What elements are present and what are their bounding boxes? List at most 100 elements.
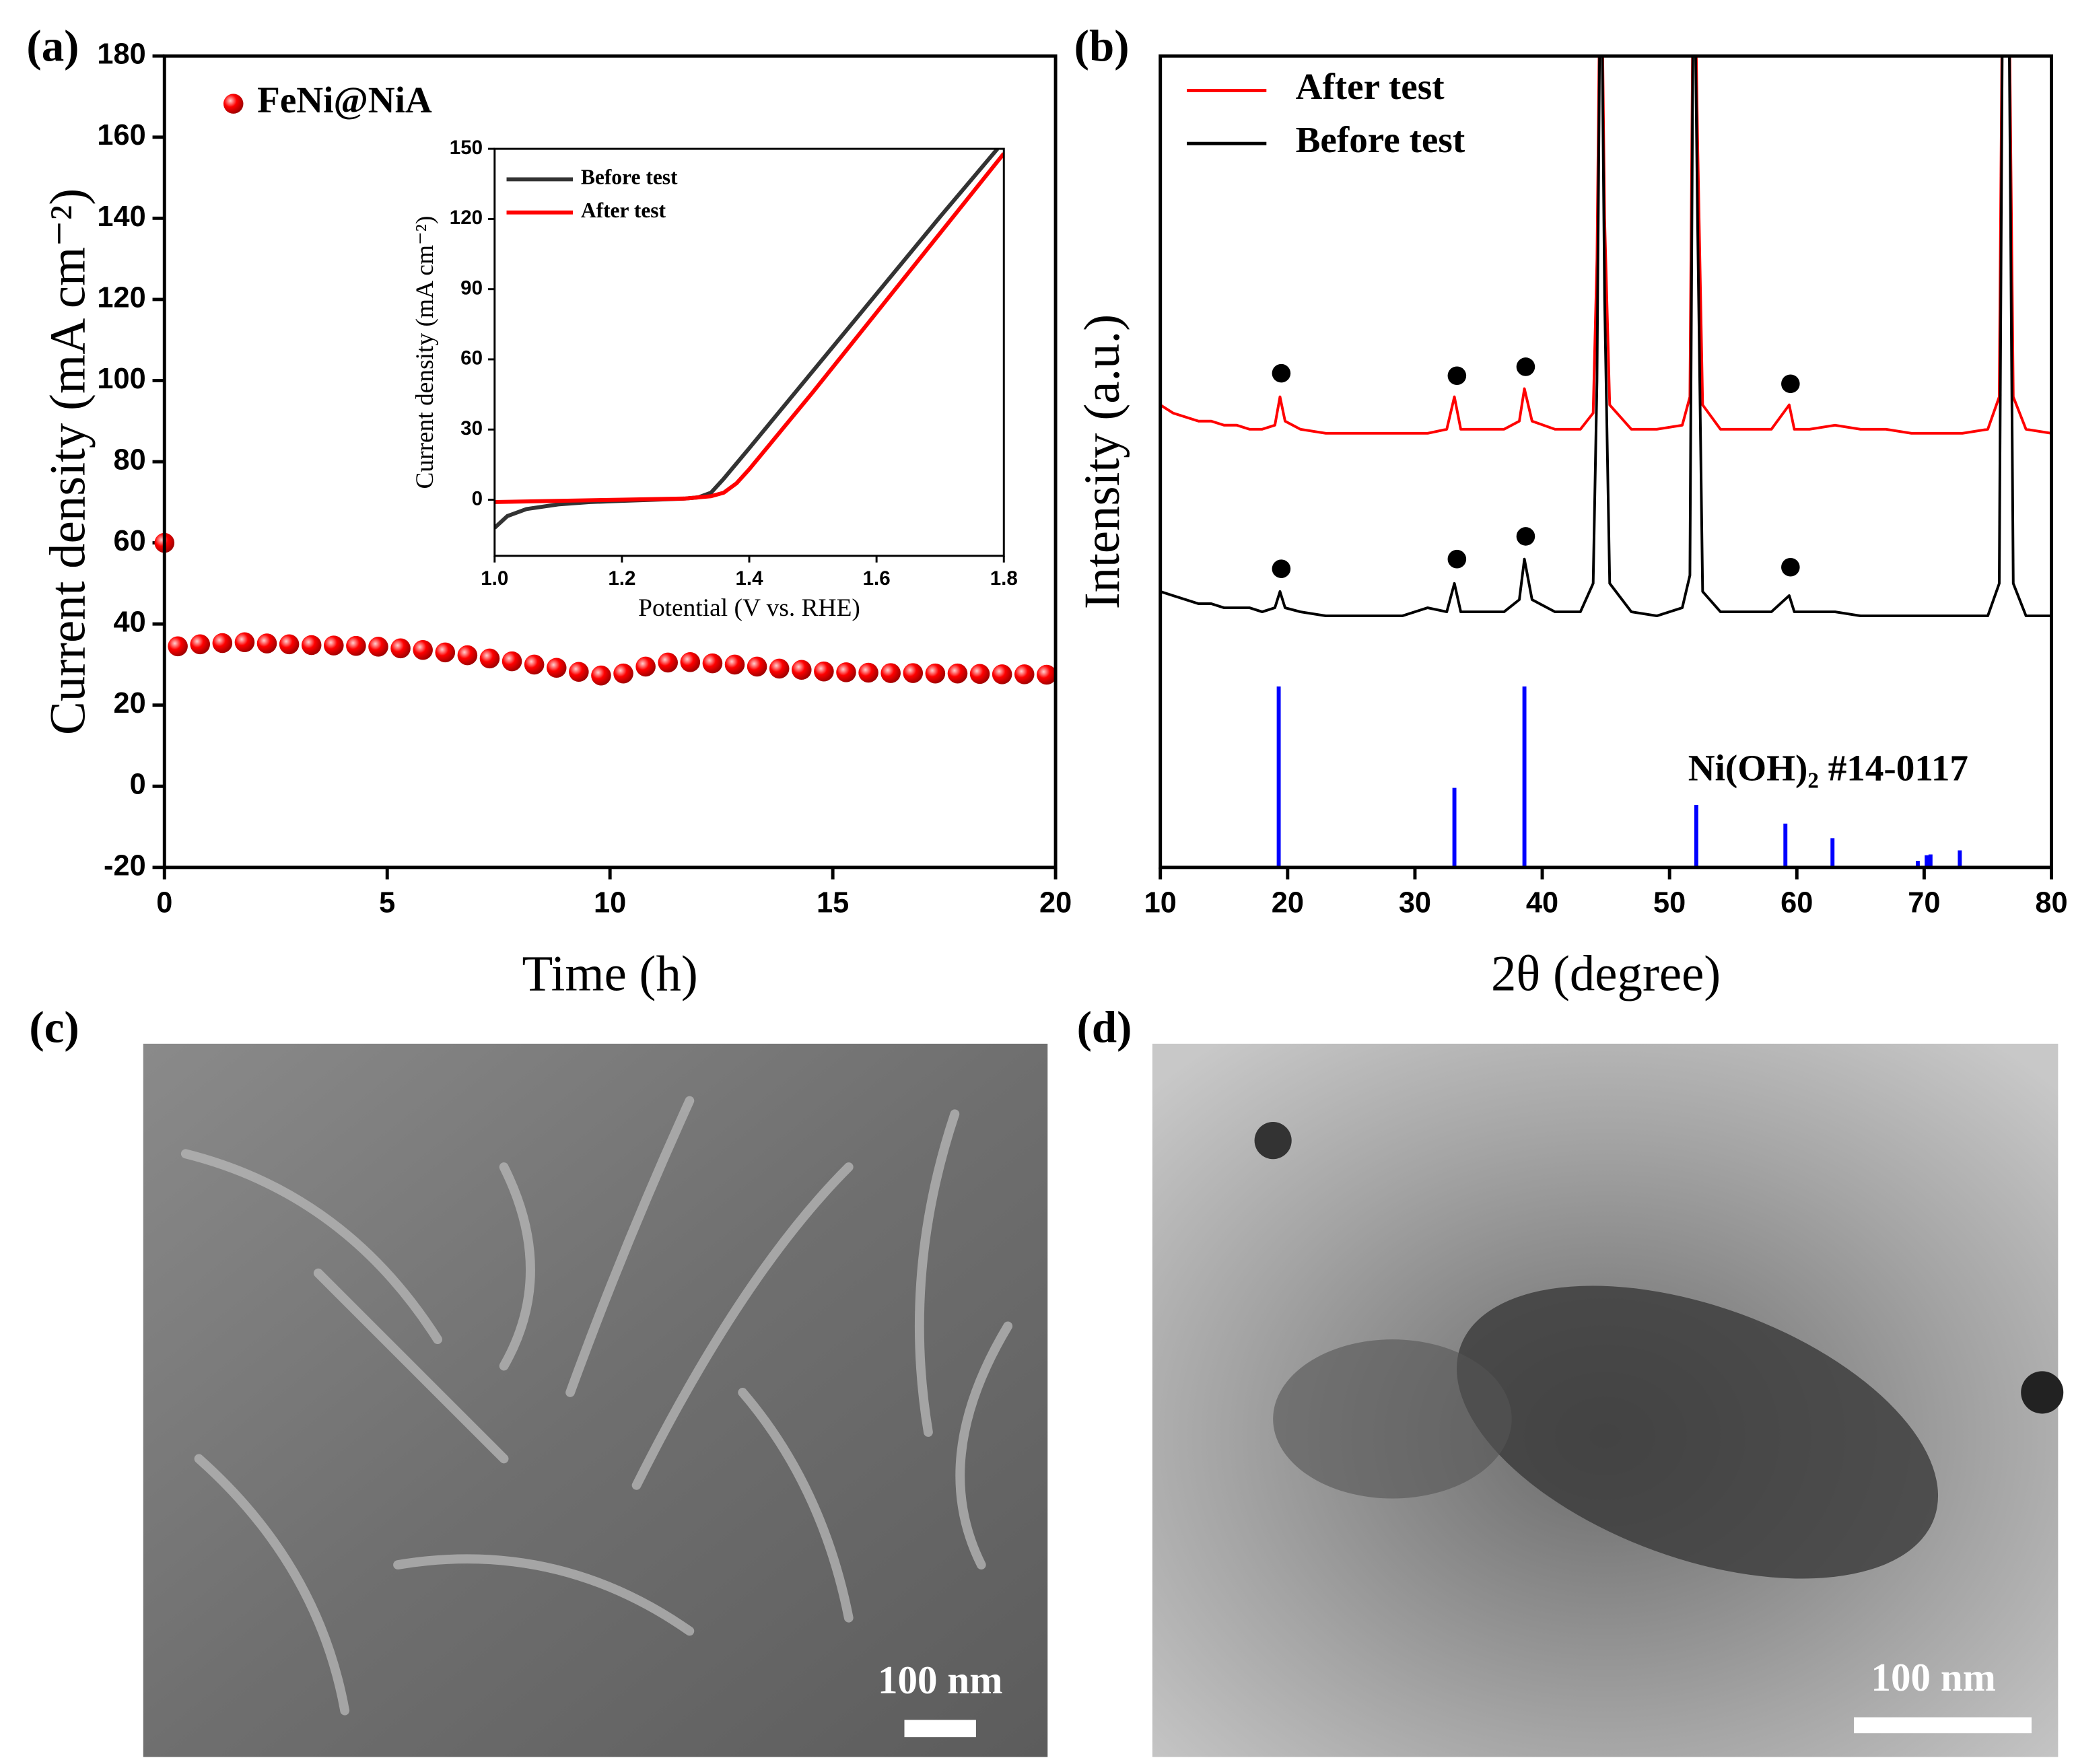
y-tick-label: 140: [97, 201, 145, 233]
y-tick-label: 100: [97, 363, 145, 395]
x-tick-label: 0: [156, 886, 172, 919]
data-point: [346, 635, 366, 656]
data-point: [591, 665, 611, 686]
data-point: [457, 645, 478, 666]
legend-marker: [223, 94, 244, 114]
data-point: [792, 660, 812, 680]
y-tick-label: 60: [460, 347, 483, 369]
x-axis-title: Time (h): [522, 946, 698, 1001]
y-axis-title: Current density (mA cm⁻²): [40, 188, 96, 735]
scale-bar-label: 100 nm: [878, 1658, 1002, 1702]
data-point: [168, 636, 188, 657]
axes-frame: [1159, 54, 2053, 870]
x-tick-label: 1.2: [608, 567, 635, 590]
data-point: [234, 632, 255, 653]
y-tick-label: 80: [113, 444, 145, 476]
x-tick-label: 10: [1144, 886, 1177, 919]
data-point: [479, 648, 500, 669]
data-point: [390, 638, 411, 659]
x-axis-title: Potential (V vs. RHE): [638, 594, 860, 622]
legend-label: After test: [581, 199, 666, 222]
data-point: [546, 658, 567, 678]
data-point: [256, 633, 277, 654]
y-tick-label: 60: [113, 525, 145, 557]
data-point: [613, 663, 633, 684]
x-tick-label: 40: [1526, 886, 1558, 919]
peak-marker: [1781, 374, 1800, 394]
peak-marker: [1272, 363, 1291, 383]
x-tick-label: 1.6: [863, 567, 891, 590]
data-point: [702, 653, 723, 674]
legend-label: Before test: [1296, 119, 1465, 160]
y-tick-label: 180: [97, 38, 145, 71]
panel-label: (a): [26, 22, 79, 71]
x-tick-label: 60: [1781, 886, 1813, 919]
data-point: [212, 633, 233, 654]
y-tick-label: 30: [460, 417, 483, 439]
y-axis-title: Current density (mA cm⁻²): [411, 216, 439, 489]
plot-area: [1160, 56, 2052, 868]
peak-marker: [1781, 557, 1800, 577]
axes-frame: [493, 147, 1005, 557]
tem-image: [1152, 1043, 2064, 1757]
y-tick-label: 120: [97, 281, 145, 314]
data-point: [569, 662, 589, 682]
y-tick-label: 20: [113, 687, 145, 719]
y-tick-label: 120: [450, 207, 483, 229]
peak-marker: [1447, 366, 1467, 386]
x-tick-label: 20: [1272, 886, 1304, 919]
data-point: [301, 635, 322, 656]
x-tick-label: 1.0: [481, 567, 508, 590]
panel-label: (c): [29, 1002, 79, 1052]
y-tick-label: 40: [113, 606, 145, 639]
data-point: [435, 642, 456, 663]
scale-bar-label: 100 nm: [1871, 1655, 1995, 1699]
data-line: [494, 152, 1004, 504]
x-tick-label: 20: [1039, 886, 1072, 919]
x-tick-label: 1.8: [990, 567, 1018, 590]
data-point: [502, 651, 522, 672]
inset-background: [494, 149, 1004, 556]
data-point: [680, 652, 701, 672]
legend-label: After test: [1296, 66, 1445, 107]
data-point: [324, 635, 344, 656]
panel-label: (d): [1077, 1002, 1132, 1052]
peak-marker: [1516, 357, 1535, 376]
data-point: [925, 663, 946, 684]
peak-marker: [1272, 559, 1291, 578]
data-point: [969, 664, 990, 684]
x-tick-label: 5: [379, 886, 395, 919]
y-axis-title: Intensity (a.u.): [1074, 314, 1130, 610]
legend-label: FeNi@NiA: [257, 79, 432, 120]
data-point: [747, 656, 767, 677]
data-point: [279, 634, 300, 655]
data-point: [635, 656, 656, 677]
plot-area: [494, 149, 1004, 530]
data-point: [724, 654, 745, 675]
axes-frame: [162, 54, 1058, 870]
reference-label: Ni(OH)₂ #14-0117: [1688, 748, 1968, 789]
x-tick-label: 1.4: [735, 567, 763, 590]
y-tick-label: 160: [97, 119, 145, 151]
y-tick-label: 90: [460, 277, 483, 299]
data-point: [1037, 664, 1057, 685]
y-tick-label: 0: [130, 769, 146, 801]
x-tick-label: 50: [1653, 886, 1686, 919]
data-point: [836, 662, 856, 682]
data-point: [413, 639, 433, 660]
data-point: [190, 634, 211, 655]
peak-marker: [1447, 549, 1467, 569]
y-tick-label: 150: [450, 137, 483, 159]
x-tick-label: 70: [1908, 886, 1940, 919]
peak-marker: [1516, 527, 1535, 546]
data-point: [658, 652, 678, 673]
sem-image: [143, 1043, 1048, 1757]
data-point: [769, 658, 790, 679]
legend-label: Before test: [581, 166, 678, 189]
data-point: [858, 662, 878, 683]
y-tick-label: -20: [104, 849, 146, 882]
x-tick-label: 15: [817, 886, 849, 919]
x-tick-label: 30: [1399, 886, 1431, 919]
